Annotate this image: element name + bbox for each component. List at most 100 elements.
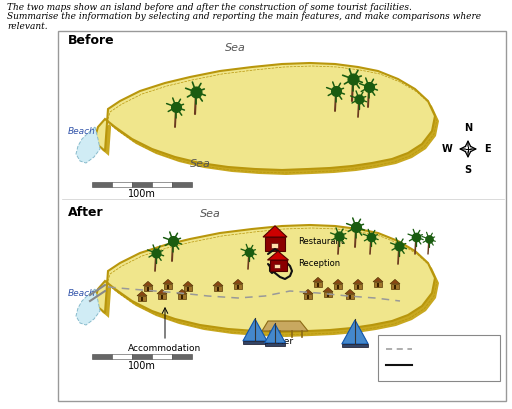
Text: Reception: Reception — [298, 258, 340, 267]
FancyBboxPatch shape — [92, 354, 112, 359]
FancyBboxPatch shape — [378, 335, 500, 381]
FancyBboxPatch shape — [243, 341, 267, 344]
FancyBboxPatch shape — [167, 285, 169, 289]
Polygon shape — [157, 290, 167, 294]
Polygon shape — [342, 320, 368, 344]
FancyBboxPatch shape — [394, 285, 396, 289]
Polygon shape — [333, 279, 343, 284]
FancyBboxPatch shape — [132, 182, 152, 187]
FancyBboxPatch shape — [265, 343, 286, 346]
FancyBboxPatch shape — [271, 243, 278, 247]
Polygon shape — [233, 279, 243, 284]
FancyBboxPatch shape — [357, 285, 359, 289]
FancyBboxPatch shape — [391, 284, 399, 289]
FancyBboxPatch shape — [187, 288, 189, 291]
Text: Sea: Sea — [200, 209, 221, 219]
FancyBboxPatch shape — [164, 284, 172, 289]
FancyBboxPatch shape — [237, 285, 239, 289]
Polygon shape — [99, 68, 439, 175]
Polygon shape — [76, 127, 100, 163]
Text: Beach: Beach — [68, 288, 96, 297]
FancyBboxPatch shape — [138, 296, 146, 301]
FancyBboxPatch shape — [346, 294, 354, 299]
Polygon shape — [143, 281, 153, 286]
Polygon shape — [213, 281, 223, 286]
Polygon shape — [313, 277, 323, 282]
FancyBboxPatch shape — [184, 286, 192, 291]
Text: Sea: Sea — [189, 159, 210, 169]
FancyBboxPatch shape — [172, 182, 192, 187]
FancyBboxPatch shape — [152, 182, 172, 187]
FancyBboxPatch shape — [277, 233, 280, 237]
Polygon shape — [267, 251, 288, 260]
FancyBboxPatch shape — [377, 283, 379, 287]
Text: 100m: 100m — [128, 361, 156, 371]
FancyBboxPatch shape — [141, 297, 143, 301]
Text: Beach: Beach — [68, 126, 96, 135]
Polygon shape — [163, 279, 173, 284]
Text: N: N — [464, 123, 472, 133]
FancyBboxPatch shape — [337, 285, 339, 289]
FancyBboxPatch shape — [269, 260, 287, 271]
FancyBboxPatch shape — [354, 284, 362, 289]
FancyBboxPatch shape — [161, 295, 163, 299]
FancyBboxPatch shape — [304, 294, 312, 299]
FancyBboxPatch shape — [217, 288, 219, 291]
Polygon shape — [263, 226, 287, 237]
FancyBboxPatch shape — [317, 283, 319, 287]
FancyBboxPatch shape — [214, 286, 222, 291]
FancyBboxPatch shape — [334, 284, 342, 289]
Polygon shape — [243, 319, 267, 341]
Polygon shape — [390, 279, 400, 284]
Polygon shape — [177, 290, 187, 294]
Polygon shape — [353, 279, 363, 284]
Text: After: After — [68, 206, 103, 219]
FancyBboxPatch shape — [172, 354, 192, 359]
Text: Before: Before — [68, 34, 115, 47]
FancyBboxPatch shape — [144, 286, 152, 291]
FancyBboxPatch shape — [314, 282, 322, 287]
Polygon shape — [345, 290, 355, 294]
Text: Pier: Pier — [276, 337, 293, 346]
Polygon shape — [137, 291, 147, 296]
Text: 100m: 100m — [128, 189, 156, 199]
Polygon shape — [76, 289, 100, 325]
FancyBboxPatch shape — [147, 288, 149, 291]
Text: S: S — [464, 165, 472, 175]
Polygon shape — [262, 321, 308, 331]
Text: Sea: Sea — [225, 43, 245, 53]
FancyBboxPatch shape — [178, 294, 186, 299]
FancyBboxPatch shape — [92, 182, 112, 187]
Text: Vehicle track: Vehicle track — [415, 360, 474, 369]
FancyBboxPatch shape — [307, 295, 309, 299]
FancyBboxPatch shape — [324, 292, 332, 297]
Polygon shape — [95, 225, 435, 332]
Text: The two maps show an island before and after the construction of some tourist fa: The two maps show an island before and a… — [7, 3, 412, 12]
FancyBboxPatch shape — [158, 294, 166, 299]
Text: Restaurant: Restaurant — [298, 236, 344, 245]
Polygon shape — [323, 288, 333, 292]
Polygon shape — [303, 290, 313, 294]
FancyBboxPatch shape — [58, 31, 506, 401]
FancyBboxPatch shape — [349, 295, 351, 299]
FancyBboxPatch shape — [234, 284, 242, 289]
FancyBboxPatch shape — [342, 344, 368, 347]
FancyBboxPatch shape — [374, 282, 382, 287]
Polygon shape — [373, 277, 383, 282]
Text: Summarise the information by selecting and reporting the main features, and make: Summarise the information by selecting a… — [7, 12, 481, 31]
Polygon shape — [265, 324, 286, 343]
FancyBboxPatch shape — [132, 354, 152, 359]
FancyBboxPatch shape — [280, 256, 283, 260]
FancyBboxPatch shape — [181, 295, 183, 299]
Polygon shape — [99, 230, 439, 337]
Polygon shape — [95, 63, 435, 170]
FancyBboxPatch shape — [274, 264, 280, 268]
Text: W: W — [441, 144, 452, 154]
FancyBboxPatch shape — [152, 354, 172, 359]
Text: E: E — [484, 144, 490, 154]
FancyBboxPatch shape — [112, 354, 132, 359]
FancyBboxPatch shape — [265, 237, 285, 251]
Polygon shape — [183, 281, 193, 286]
Text: Accommodation: Accommodation — [129, 344, 202, 353]
FancyBboxPatch shape — [112, 182, 132, 187]
